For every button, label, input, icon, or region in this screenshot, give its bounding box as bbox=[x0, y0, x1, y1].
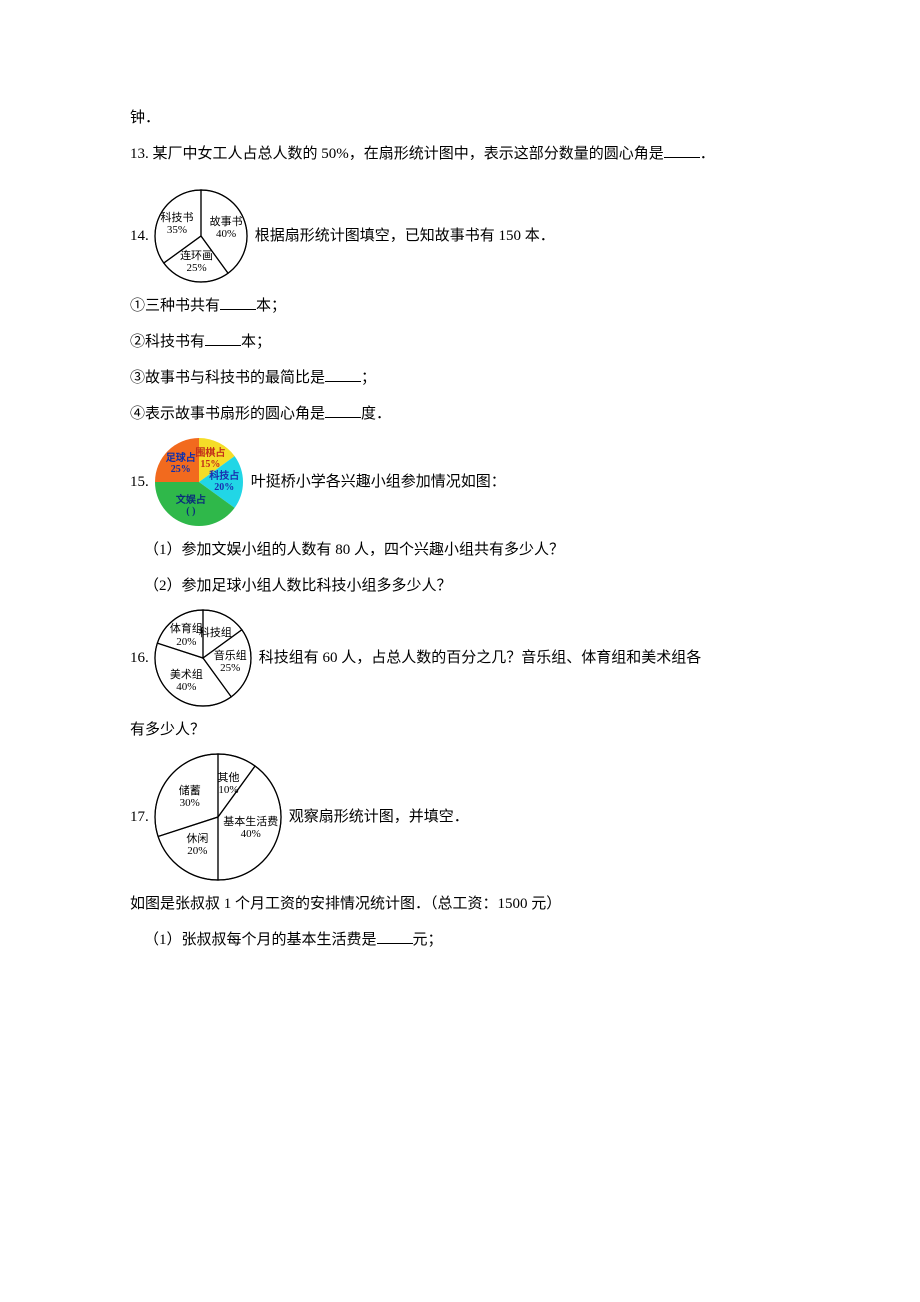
q14-sub1: ①三种书共有 本； bbox=[130, 288, 790, 324]
q16-num: 16. bbox=[130, 640, 149, 676]
q13: 13. 某厂中女工人占总人数的 50%，在扇形统计图中，表示这部分数量的圆心角是… bbox=[130, 136, 790, 172]
q15-num: 15. bbox=[130, 464, 149, 500]
q16-row: 16. 科技组音乐组25%美术组40%体育组20% 科技组有 60 人，占总人数… bbox=[130, 608, 790, 708]
q15-row: 15. 围棋占15%科技占20%文娱占( )足球占25% 叶挺桥小学各兴趣小组参… bbox=[130, 436, 790, 528]
q14-sub4b: 度． bbox=[361, 406, 391, 422]
q14-blank1 bbox=[220, 294, 256, 310]
line-top: 钟． bbox=[130, 100, 790, 136]
q14-blank4 bbox=[325, 402, 361, 418]
q17-row: 17. 其他10%基本生活费40%休闲20%储蓄30% 观察扇形统计图，并填空． bbox=[130, 752, 790, 882]
q14-blank3 bbox=[325, 366, 361, 382]
q14-sub2a: ②科技书有 bbox=[130, 334, 205, 350]
q14-sub2: ②科技书有 本； bbox=[130, 324, 790, 360]
q16-pie: 科技组音乐组25%美术组40%体育组20% bbox=[153, 608, 253, 708]
q13-end: ． bbox=[700, 146, 715, 162]
q14-sub3a: ③故事书与科技书的最简比是 bbox=[130, 370, 325, 386]
q14-row: 14. 故事书40%连环画25%科技书35% 根据扇形统计图填空，已知故事书有 … bbox=[130, 188, 790, 284]
q15-text: 叶挺桥小学各兴趣小组参加情况如图： bbox=[251, 464, 506, 500]
q14-sub1a: ①三种书共有 bbox=[130, 298, 220, 314]
q14-sub3: ③故事书与科技书的最简比是 ； bbox=[130, 360, 790, 396]
q14-blank2 bbox=[205, 330, 241, 346]
q14-sub3b: ； bbox=[361, 370, 376, 386]
q13-text: 13. 某厂中女工人占总人数的 50%，在扇形统计图中，表示这部分数量的圆心角是 bbox=[130, 146, 664, 162]
q17-sub1: （1）张叔叔每个月的基本生活费是 元； bbox=[130, 922, 790, 958]
q17-num: 17. bbox=[130, 799, 149, 835]
q15-pie: 围棋占15%科技占20%文娱占( )足球占25% bbox=[153, 436, 245, 528]
q15-sub2: （2）参加足球小组人数比科技小组多多少人？ bbox=[130, 568, 790, 604]
q14-sub4a: ④表示故事书扇形的圆心角是 bbox=[130, 406, 325, 422]
q17-sub1a: （1）张叔叔每个月的基本生活费是 bbox=[144, 932, 377, 948]
q17-blank1 bbox=[377, 928, 413, 944]
q14-sub1b: 本； bbox=[256, 298, 286, 314]
page: 钟． 13. 某厂中女工人占总人数的 50%，在扇形统计图中，表示这部分数量的圆… bbox=[0, 0, 920, 1302]
q16-text: 科技组有 60 人，占总人数的百分之几？音乐组、体育组和美术组各 bbox=[259, 640, 702, 676]
q14-num: 14. bbox=[130, 218, 149, 254]
q14-sub4: ④表示故事书扇形的圆心角是 度． bbox=[130, 396, 790, 432]
q17-pie: 其他10%基本生活费40%休闲20%储蓄30% bbox=[153, 752, 283, 882]
q14-text: 根据扇形统计图填空，已知故事书有 150 本． bbox=[255, 218, 555, 254]
spacer bbox=[130, 172, 790, 184]
q13-blank bbox=[664, 142, 700, 158]
q17-caption: 如图是张叔叔 1 个月工资的安排情况统计图．（总工资：1500 元） bbox=[130, 886, 790, 922]
q17-sub1b: 元； bbox=[413, 932, 443, 948]
q16-tail: 有多少人？ bbox=[130, 712, 790, 748]
q15-sub1: （1）参加文娱小组的人数有 80 人，四个兴趣小组共有多少人？ bbox=[130, 532, 790, 568]
q14-pie: 故事书40%连环画25%科技书35% bbox=[153, 188, 249, 284]
q17-text: 观察扇形统计图，并填空． bbox=[289, 799, 469, 835]
q14-sub2b: 本； bbox=[241, 334, 271, 350]
